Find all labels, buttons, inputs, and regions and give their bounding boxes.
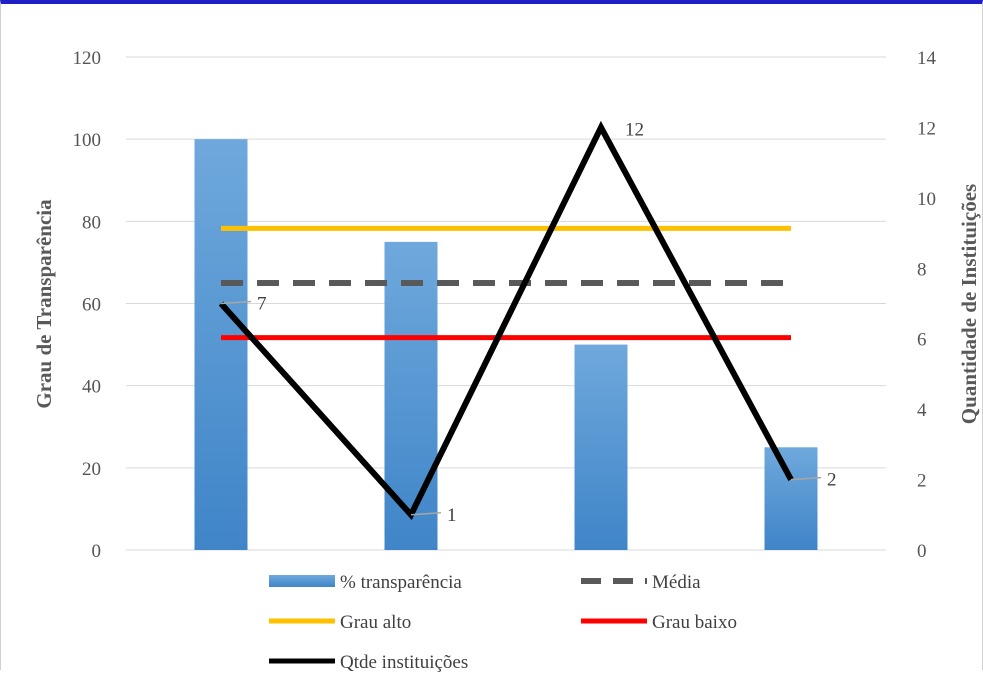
right-tick-label: 4: [917, 400, 927, 421]
quantity-line: [218, 120, 794, 521]
bar: [384, 241, 438, 550]
left-axis-title: Grau de Transparência: [32, 199, 56, 409]
right-tick-label: 2: [917, 471, 927, 492]
data-label: 7: [257, 294, 267, 315]
right-tick-label: 14: [917, 48, 937, 69]
data-label: 2: [827, 470, 837, 491]
right-tick-label: 6: [917, 330, 927, 351]
data-labels: 7 1 12 2: [220, 119, 837, 526]
leader-line: [790, 476, 822, 481]
gridlines: [126, 56, 886, 551]
left-tick-label: 60: [82, 295, 101, 316]
left-axis-ticks: 0 20 40 60 80 100 120: [73, 48, 102, 562]
leader-line: [410, 512, 442, 516]
leader-line: [220, 300, 252, 305]
right-axis-ticks: 0 2 4 6 8 10 12 14: [917, 48, 937, 562]
left-tick-label: 80: [82, 212, 101, 233]
legend-label: Grau alto: [340, 612, 411, 633]
left-tick-label: 100: [73, 130, 102, 151]
right-tick-label: 0: [917, 541, 927, 562]
bar: [574, 344, 628, 550]
left-tick-label: 20: [82, 459, 101, 480]
legend-label: % transparência: [340, 572, 462, 593]
data-label: 12: [625, 119, 644, 140]
bar: [194, 139, 248, 550]
right-tick-label: 10: [917, 189, 936, 210]
bar: [764, 447, 818, 550]
legend-label: Qtde instituições: [340, 652, 468, 673]
data-label: 1: [447, 505, 457, 526]
reference-lines: [221, 225, 791, 341]
legend-swatch: [269, 575, 335, 587]
bar-series: [194, 139, 818, 550]
right-tick-label: 8: [917, 259, 927, 280]
right-tick-label: 12: [917, 118, 936, 139]
left-tick-label: 120: [73, 48, 102, 69]
left-tick-label: 40: [82, 377, 101, 398]
legend: % transparência Média Grau alto Grau baixo Q…: [269, 572, 737, 673]
right-axis-title: Quantidade de Instituições: [957, 184, 981, 424]
legend-label: Grau baixo: [652, 612, 737, 633]
left-tick-label: 0: [92, 541, 102, 562]
quantity-line-series: [218, 120, 794, 521]
legend-label: Média: [652, 572, 701, 593]
